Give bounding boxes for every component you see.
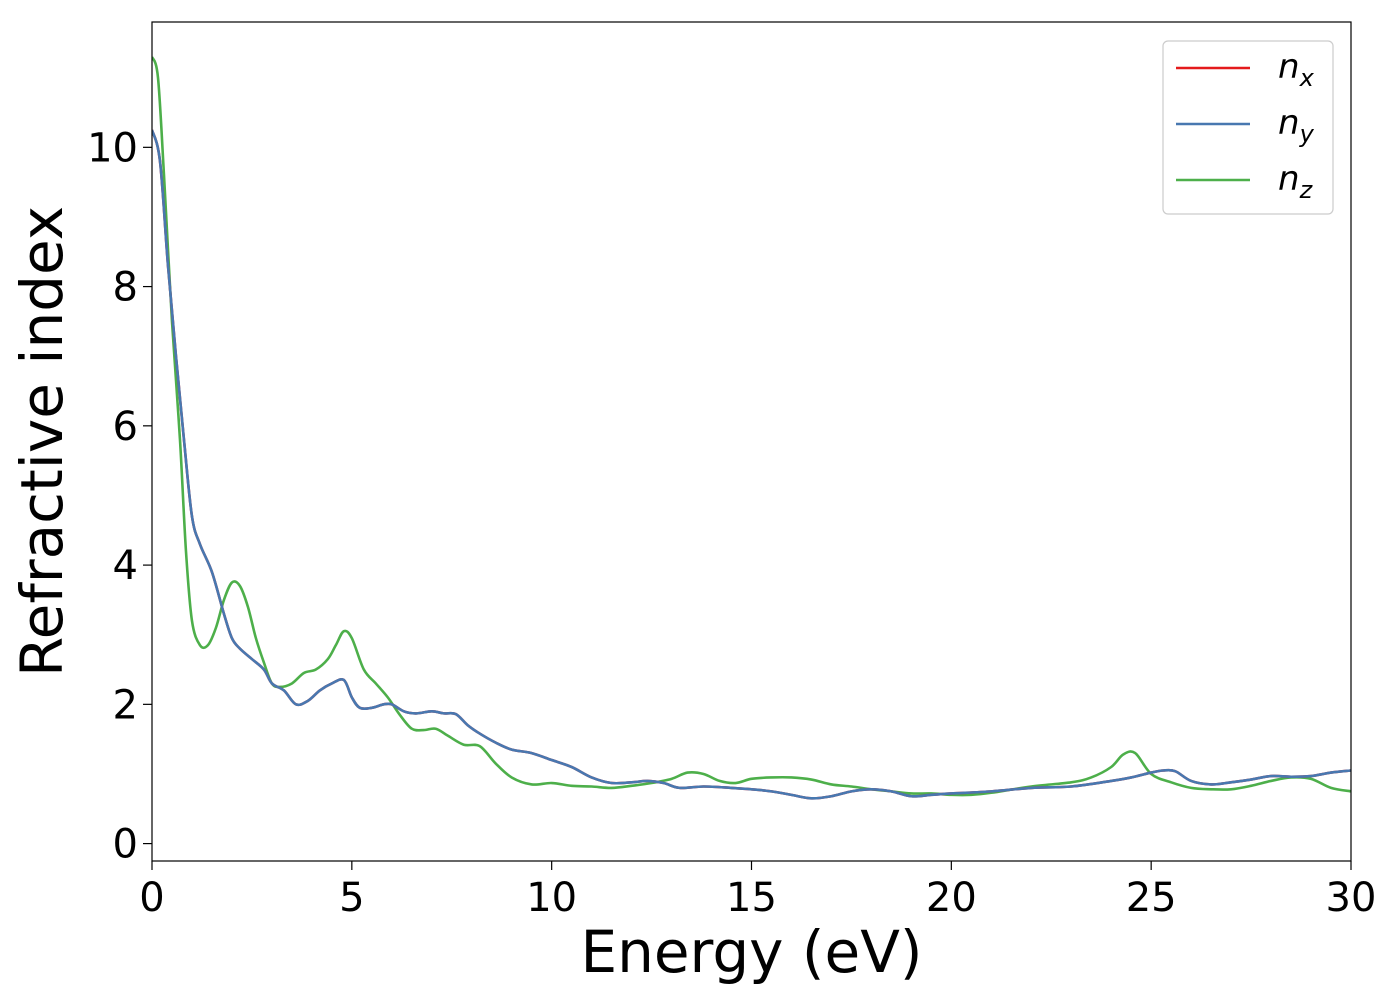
legend: nx ny nz bbox=[1162, 40, 1334, 215]
legend-label-nz: nz bbox=[1278, 159, 1314, 204]
x-tick-label: 0 bbox=[139, 875, 164, 921]
y-tick-label: 10 bbox=[87, 125, 138, 171]
axis-ticks: 0 5 10 15 20 25 30 0 2 4 6 8 10 bbox=[87, 125, 1376, 921]
legend-label-ny: ny bbox=[1278, 103, 1315, 148]
x-tick-label: 15 bbox=[726, 875, 777, 921]
y-tick-label: 4 bbox=[113, 543, 138, 589]
series-line-ny bbox=[152, 129, 1351, 800]
x-tick-label: 5 bbox=[339, 875, 364, 921]
legend-box bbox=[1162, 40, 1334, 215]
x-tick-label: 30 bbox=[1326, 875, 1377, 921]
legend-label-nx: nx bbox=[1278, 47, 1315, 92]
y-tick-label: 6 bbox=[113, 404, 138, 450]
y-axis-label: Refractive index bbox=[8, 206, 76, 677]
x-axis-label: Energy (eV) bbox=[580, 918, 922, 986]
y-tick-label: 8 bbox=[113, 265, 138, 311]
plot-lines bbox=[152, 56, 1351, 800]
y-tick-label: 0 bbox=[113, 822, 138, 868]
x-tick-label: 25 bbox=[1126, 875, 1177, 921]
x-tick-label: 20 bbox=[926, 875, 977, 921]
x-tick-label: 10 bbox=[526, 875, 577, 921]
y-tick-label: 2 bbox=[113, 682, 138, 728]
series-line-nz bbox=[152, 56, 1351, 797]
series-line-nx bbox=[152, 129, 1351, 800]
